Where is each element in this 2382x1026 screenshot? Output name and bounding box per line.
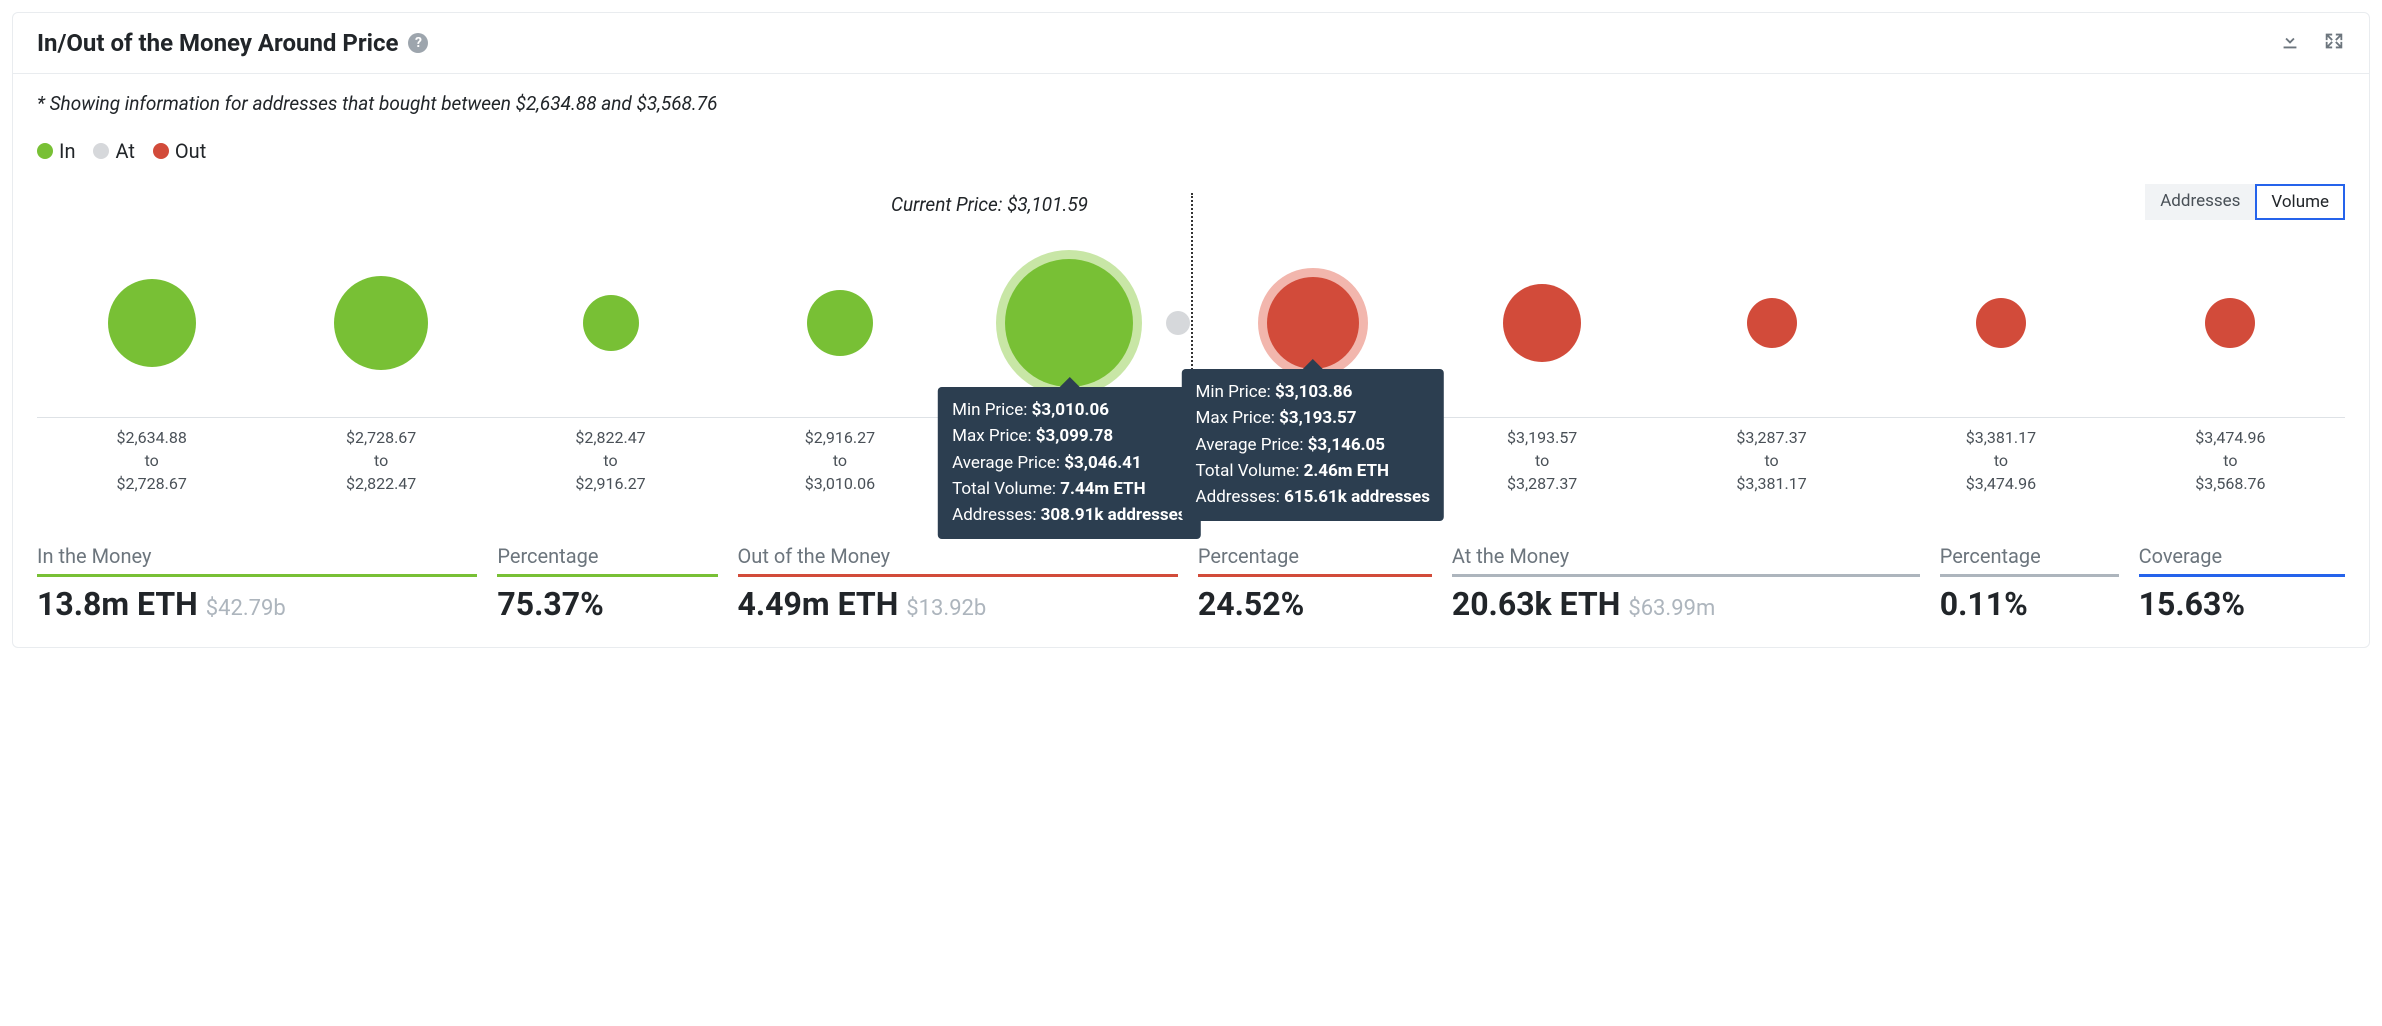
card-body: * Showing information for addresses that… <box>13 74 2369 647</box>
stat-sub: $13.92b <box>906 596 986 621</box>
bubble-slot <box>2116 233 2345 413</box>
stat-value: 20.63k ETH <box>1452 585 1621 623</box>
bubble-out[interactable] <box>1747 298 1797 348</box>
legend-at[interactable]: At <box>93 139 134 163</box>
note-low: $2,634.88 <box>516 92 597 115</box>
bubble-in[interactable] <box>807 290 873 356</box>
stat-value-line: 15.63% <box>2139 585 2345 623</box>
bubble-slot <box>1886 233 2115 413</box>
range-label: $3,381.17to$3,474.96 <box>1886 418 2115 496</box>
stat-value-line: 20.63k ETH $63.99m <box>1452 585 1920 623</box>
help-icon[interactable]: ? <box>408 33 428 53</box>
stat-value: 13.8m ETH <box>37 585 198 623</box>
range-label: $2,822.47to$2,916.27 <box>496 418 725 496</box>
bubble-slot <box>496 233 725 413</box>
stat-sub: $42.79b <box>206 596 286 621</box>
range-note: * Showing information for addresses that… <box>37 92 2345 115</box>
note-high: $3,568.76 <box>637 92 718 115</box>
tooltip: Min Price: $3,103.86Max Price: $3,193.57… <box>1182 369 1444 521</box>
stat-sub: $63.99m <box>1628 596 1715 621</box>
stat-label: At the Money <box>1452 544 1920 577</box>
bubble-slot <box>37 233 266 413</box>
bubble-in[interactable] <box>108 279 196 367</box>
stat-value-line: 0.11% <box>1940 585 2119 623</box>
bubble-at[interactable] <box>1166 311 1190 335</box>
legend-label-out: Out <box>175 139 206 163</box>
legend-label-at: At <box>115 139 134 163</box>
range-label: $2,728.67to$2,822.47 <box>266 418 495 496</box>
stat-value: 4.49m ETH <box>738 585 899 623</box>
note-mid: and <box>597 92 637 115</box>
bubble-slot <box>725 233 954 413</box>
stats-row: In the Money 13.8m ETH $42.79b Percentag… <box>37 544 2345 623</box>
bubble-out[interactable] <box>1267 277 1359 369</box>
stat-value: 15.63% <box>2139 585 2245 623</box>
legend-out[interactable]: Out <box>153 139 206 163</box>
bubble-slot <box>1427 233 1656 413</box>
legend-dot-in <box>37 143 53 159</box>
stat-pct-in: Percentage 75.37% <box>497 544 717 623</box>
stat-value: 0.11% <box>1940 585 2028 623</box>
stat-value-line: 13.8m ETH $42.79b <box>37 585 477 623</box>
current-price-value: $3,101.59 <box>1007 193 1088 216</box>
stat-label: Out of the Money <box>738 544 1178 577</box>
title-wrap: In/Out of the Money Around Price ? <box>37 29 428 57</box>
bubble-in[interactable] <box>334 276 428 370</box>
bubble-out[interactable] <box>1503 284 1581 362</box>
iomap-card: In/Out of the Money Around Price ? * Sho… <box>12 12 2370 648</box>
current-price-label: Current Price: $3,101.59 <box>891 193 1088 216</box>
range-label: $3,474.96to$3,568.76 <box>2116 418 2345 496</box>
stat-label: In the Money <box>37 544 477 577</box>
current-price-prefix: Current Price: <box>891 193 1007 216</box>
legend-in[interactable]: In <box>37 139 75 163</box>
range-label: $2,916.27to$3,010.06 <box>725 418 954 496</box>
stat-value-line: 4.49m ETH $13.92b <box>738 585 1178 623</box>
stat-at-money: At the Money 20.63k ETH $63.99m <box>1452 544 1920 623</box>
bubble-in[interactable] <box>1005 259 1133 387</box>
range-label: $3,287.37to$3,381.17 <box>1657 418 1886 496</box>
stat-coverage: Coverage 15.63% <box>2139 544 2345 623</box>
range-label: $2,634.88to$2,728.67 <box>37 418 266 496</box>
stat-in-money: In the Money 13.8m ETH $42.79b <box>37 544 477 623</box>
bubble-slot <box>266 233 495 413</box>
header-actions <box>2279 30 2345 56</box>
stat-label: Percentage <box>497 544 717 577</box>
legend: In At Out <box>37 139 2345 163</box>
range-label: $3,193.57to$3,287.37 <box>1427 418 1656 496</box>
stat-out-money: Out of the Money 4.49m ETH $13.92b <box>738 544 1178 623</box>
bubble-slot <box>1657 233 1886 413</box>
bubble-row: Min Price: $3,010.06Max Price: $3,099.78… <box>37 233 2345 413</box>
stat-value-line: 75.37% <box>497 585 717 623</box>
card-header: In/Out of the Money Around Price ? <box>13 13 2369 74</box>
bubble-chart: Current Price: $3,101.59 Min Price: $3,0… <box>37 233 2345 413</box>
legend-dot-at <box>93 143 109 159</box>
legend-dot-out <box>153 143 169 159</box>
download-icon[interactable] <box>2279 30 2301 56</box>
stat-label: Percentage <box>1198 544 1432 577</box>
stat-value-line: 24.52% <box>1198 585 1432 623</box>
bubble-out[interactable] <box>1976 298 2026 348</box>
expand-icon[interactable] <box>2323 30 2345 56</box>
toggle-volume[interactable]: Volume <box>2255 184 2345 220</box>
stat-pct-out: Percentage 24.52% <box>1198 544 1432 623</box>
bubble-slot: Min Price: $3,103.86Max Price: $3,193.57… <box>1198 233 1427 413</box>
card-title: In/Out of the Money Around Price <box>37 29 398 57</box>
stat-value: 24.52% <box>1198 585 1304 623</box>
tooltip: Min Price: $3,010.06Max Price: $3,099.78… <box>938 387 1200 539</box>
stat-label: Percentage <box>1940 544 2119 577</box>
stat-pct-at: Percentage 0.11% <box>1940 544 2119 623</box>
note-prefix: * Showing information for addresses that… <box>37 92 516 115</box>
mode-toggle: Addresses Volume <box>2145 184 2345 220</box>
bubble-in[interactable] <box>583 295 639 351</box>
stat-label: Coverage <box>2139 544 2345 577</box>
bubble-slot: Min Price: $3,010.06Max Price: $3,099.78… <box>955 233 1184 413</box>
legend-label-in: In <box>59 139 75 163</box>
toggle-addresses[interactable]: Addresses <box>2145 184 2255 220</box>
stat-value: 75.37% <box>497 585 603 623</box>
bubble-out[interactable] <box>2205 298 2255 348</box>
